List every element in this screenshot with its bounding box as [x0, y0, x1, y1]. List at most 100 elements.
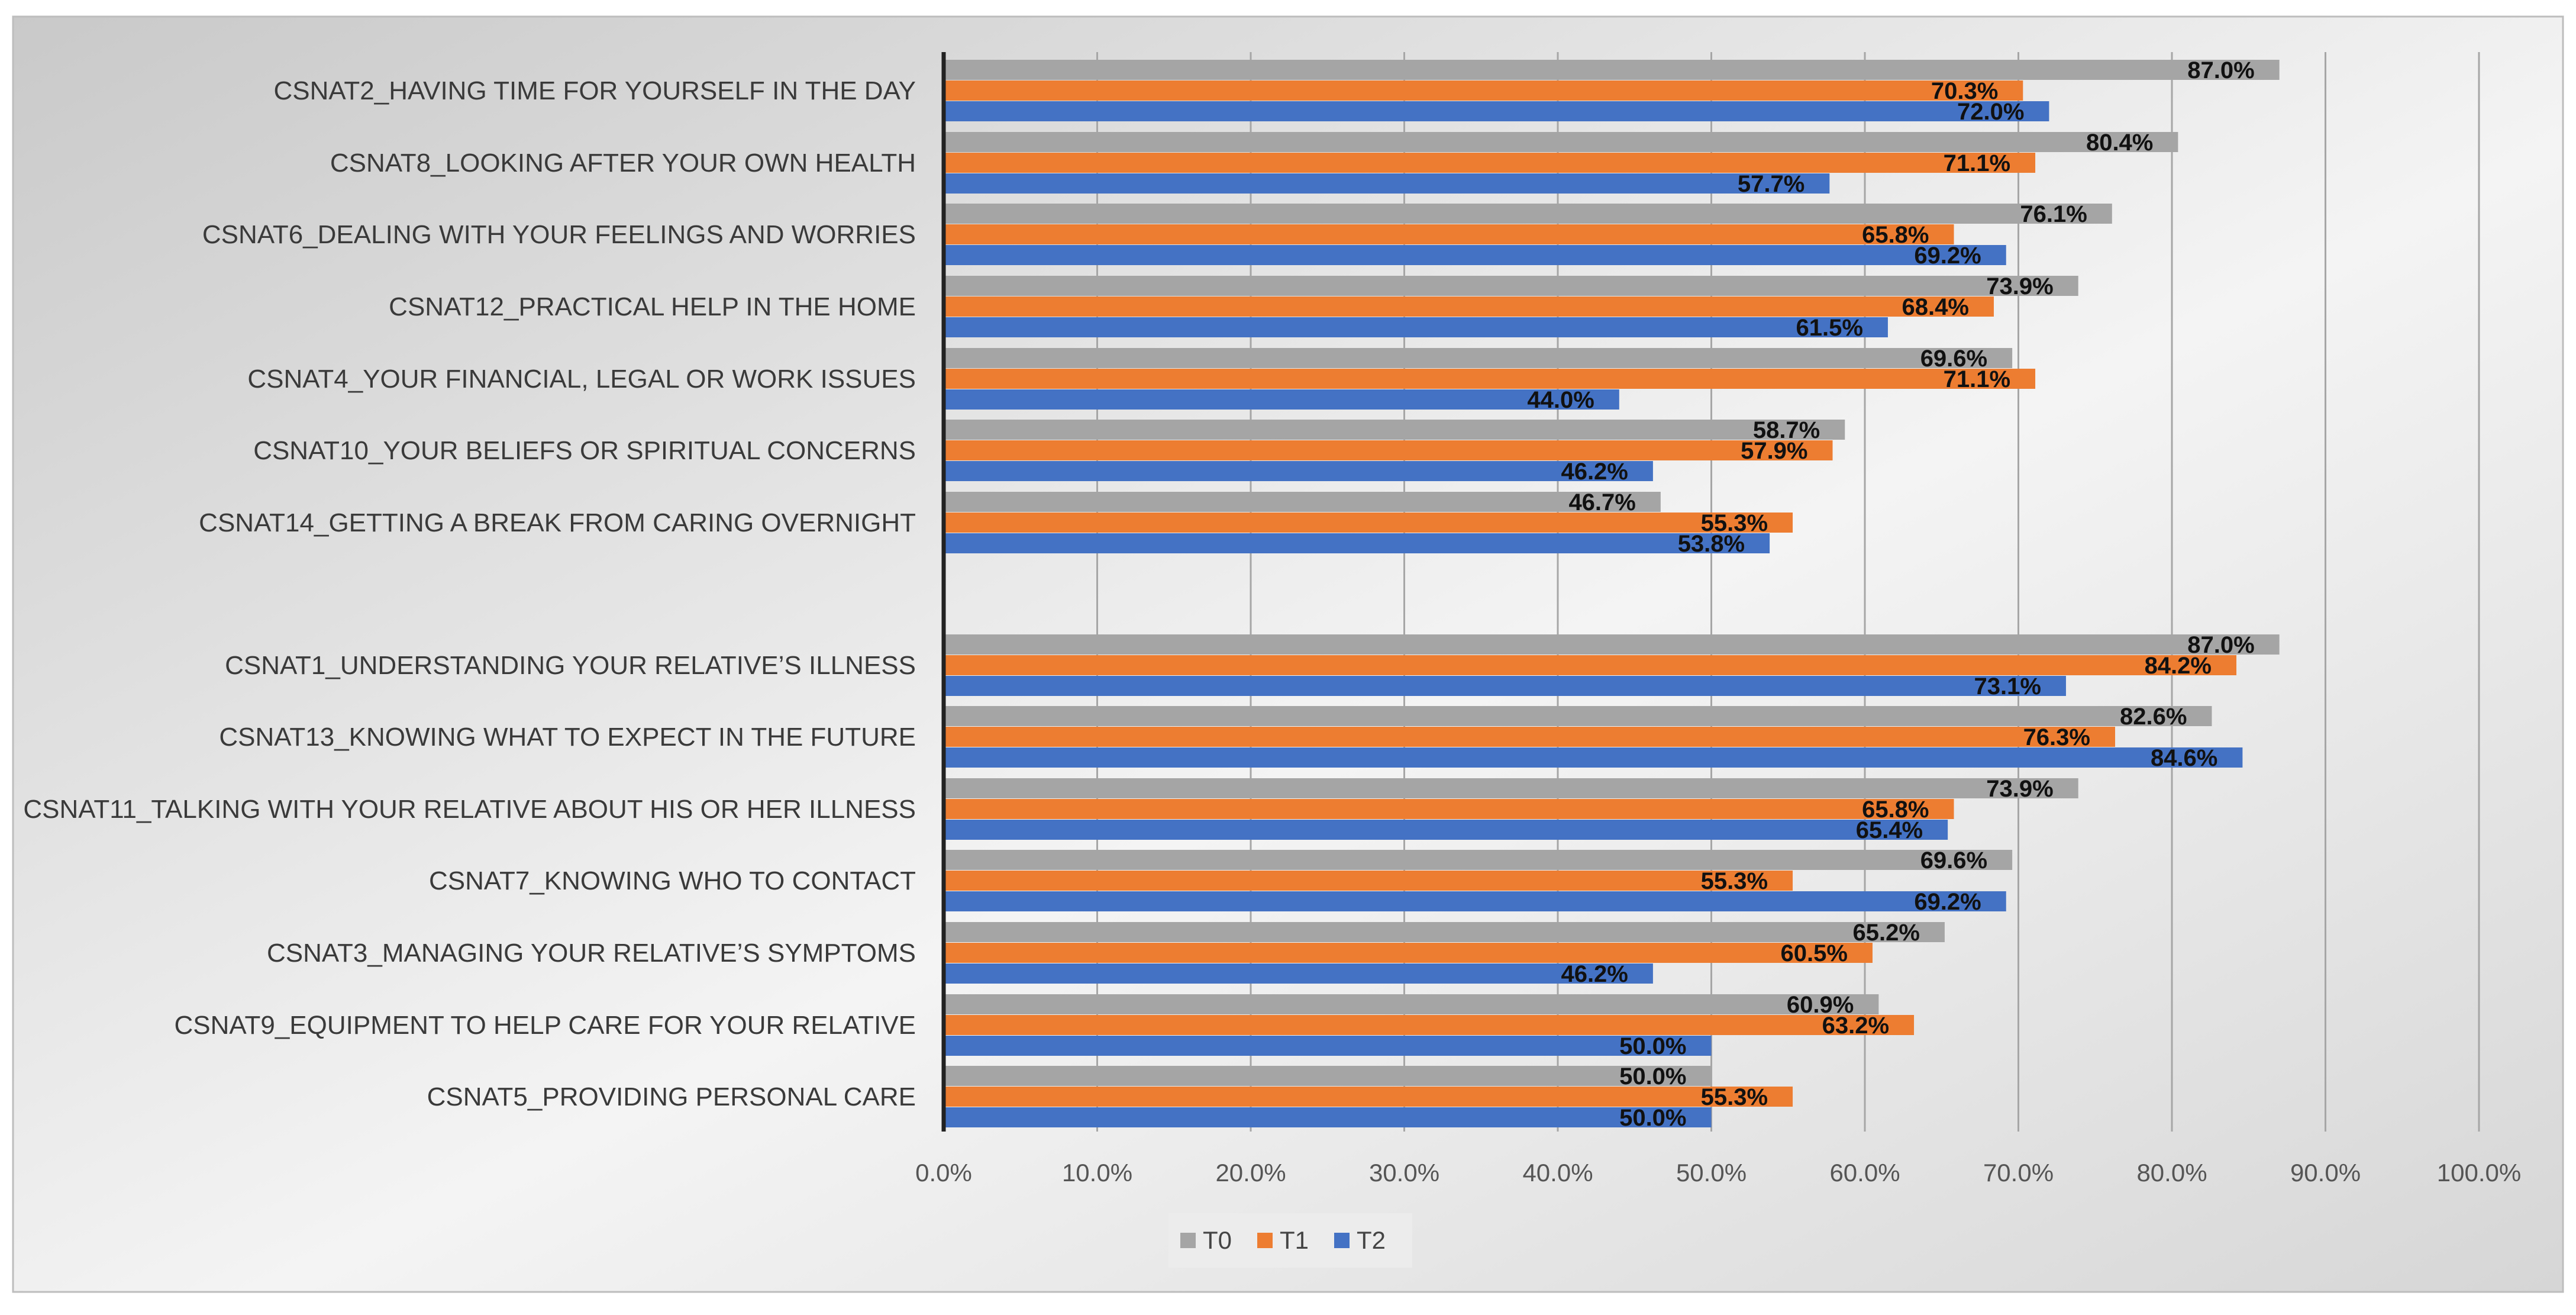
data-label: 84.6% — [2151, 745, 2217, 771]
bar-t2 — [944, 317, 1888, 337]
x-tick-label: 40.0% — [1522, 1159, 1593, 1187]
data-label: 82.6% — [2120, 704, 2187, 730]
data-label: 71.1% — [1944, 366, 2010, 392]
bar-t2 — [944, 747, 2243, 768]
bar-t0 — [944, 706, 2212, 726]
data-label: 53.8% — [1678, 531, 1745, 557]
data-label: 60.9% — [1787, 992, 1854, 1018]
data-label: 73.9% — [1986, 273, 2053, 299]
data-label: 57.7% — [1738, 171, 1805, 197]
x-tick-label: 10.0% — [1062, 1159, 1132, 1187]
bar-t1 — [944, 440, 1833, 460]
data-label: 65.8% — [1862, 222, 1929, 248]
data-label: 65.2% — [1853, 920, 1920, 946]
data-label: 69.2% — [1914, 889, 1981, 915]
legend-label-t0: T0 — [1203, 1226, 1232, 1254]
data-label: 44.0% — [1527, 387, 1594, 413]
data-label: 46.2% — [1561, 961, 1628, 987]
axes: 0.0% 10.0% 20.0% 30.0% 40.0% 50.0% 60.0% 70.0% 8… — [915, 52, 2521, 1187]
legend-label-t2: T2 — [1357, 1226, 1386, 1254]
x-tick-label: 60.0% — [1829, 1159, 1900, 1187]
data-label: 69.6% — [1920, 346, 1987, 372]
data-label: 46.7% — [1568, 489, 1635, 515]
category-label: CSNAT11_TALKING WITH YOUR RELATIVE ABOUT… — [23, 795, 916, 824]
data-label: 50.0% — [1619, 1105, 1686, 1131]
bar-t1 — [944, 655, 2236, 675]
x-tick-label: 20.0% — [1215, 1159, 1286, 1187]
bars — [944, 60, 2280, 1127]
data-label: 76.3% — [2023, 724, 2090, 750]
bar-t0 — [944, 994, 1879, 1014]
legend: T0 T1 T2 — [1168, 1213, 1412, 1268]
category-label: CSNAT2_HAVING TIME FOR YOURSELF IN THE D… — [273, 76, 916, 105]
data-label: 60.5% — [1781, 940, 1848, 966]
bar-t2 — [944, 389, 1619, 410]
legend-swatch-t2 — [1334, 1233, 1350, 1248]
data-label: 84.2% — [2145, 653, 2212, 679]
category-label: CSNAT12_PRACTICAL HELP IN THE HOME — [389, 292, 916, 321]
data-label: 72.0% — [1957, 99, 2024, 125]
data-label: 69.6% — [1920, 847, 1987, 874]
data-label: 55.3% — [1701, 868, 1768, 894]
bar-t0 — [944, 634, 2280, 655]
bar-t1 — [944, 369, 2036, 389]
bar-t2 — [944, 173, 1830, 194]
x-tick-label: 80.0% — [2136, 1159, 2207, 1187]
category-label: CSNAT4_YOUR FINANCIAL, LEGAL OR WORK ISS… — [247, 365, 916, 394]
category-label: CSNAT3_MANAGING YOUR RELATIVE’S SYMPTOMS — [267, 939, 916, 968]
x-tick-label: 100.0% — [2437, 1159, 2521, 1187]
legend-label-t1: T1 — [1280, 1226, 1309, 1254]
data-label: 65.8% — [1862, 797, 1929, 823]
data-label: 63.2% — [1822, 1013, 1889, 1039]
bar-t0 — [944, 204, 2112, 224]
data-label: 87.0% — [2187, 57, 2254, 83]
labels: CSNAT2_HAVING TIME FOR YOURSELF IN THE D… — [23, 57, 2254, 1131]
bar-t2 — [944, 461, 1653, 481]
data-label: 57.9% — [1741, 438, 1807, 464]
category-label: CSNAT8_LOOKING AFTER YOUR OWN HEALTH — [330, 149, 916, 178]
category-label: CSNAT6_DEALING WITH YOUR FEELINGS AND WO… — [202, 220, 916, 249]
x-tick-label: 50.0% — [1676, 1159, 1747, 1187]
bar-t0 — [944, 922, 1945, 942]
bar-t1 — [944, 727, 2115, 747]
data-label: 87.0% — [2187, 632, 2254, 658]
x-tick-label: 30.0% — [1369, 1159, 1439, 1187]
bar-t1 — [944, 1087, 1793, 1107]
bar-t1 — [944, 871, 1793, 891]
data-label: 50.0% — [1619, 1033, 1686, 1059]
x-tick-label: 90.0% — [2290, 1159, 2361, 1187]
bar-t0 — [944, 276, 2078, 296]
category-label: CSNAT1_UNDERSTANDING YOUR RELATIVE’S ILL… — [225, 651, 916, 680]
data-label: 76.1% — [2020, 201, 2087, 227]
legend-box — [1168, 1213, 1412, 1268]
bar-t0 — [944, 60, 2280, 80]
bar-t1 — [944, 80, 2023, 101]
bar-t1 — [944, 1015, 1915, 1035]
data-label: 73.1% — [1974, 673, 2041, 700]
data-label: 46.2% — [1561, 459, 1628, 485]
category-label: CSNAT7_KNOWING WHO TO CONTACT — [429, 866, 916, 895]
bar-t1 — [944, 799, 1954, 819]
bar-t2 — [944, 245, 2006, 265]
bar-t0 — [944, 132, 2178, 152]
category-label: CSNAT14_GETTING A BREAK FROM CARING OVER… — [199, 508, 916, 537]
bar-t1 — [944, 153, 2036, 173]
bar-t0 — [944, 420, 1845, 440]
category-label: CSNAT9_EQUIPMENT TO HELP CARE FOR YOUR R… — [174, 1011, 916, 1040]
bar-t2 — [944, 533, 1770, 553]
bar-t2 — [944, 1036, 1712, 1056]
data-label: 55.3% — [1701, 510, 1768, 536]
data-label: 71.1% — [1944, 150, 2010, 176]
bar-t0 — [944, 348, 2013, 368]
data-label: 50.0% — [1619, 1063, 1686, 1090]
bar-t1 — [944, 296, 1994, 317]
legend-swatch-t1 — [1257, 1233, 1273, 1248]
bar-t1 — [944, 513, 1793, 533]
category-label: CSNAT5_PROVIDING PERSONAL CARE — [427, 1082, 916, 1111]
bar-t2 — [944, 963, 1653, 984]
bar-t2 — [944, 676, 2066, 696]
bar-t2 — [944, 101, 2049, 121]
bar-t2 — [944, 820, 1948, 840]
